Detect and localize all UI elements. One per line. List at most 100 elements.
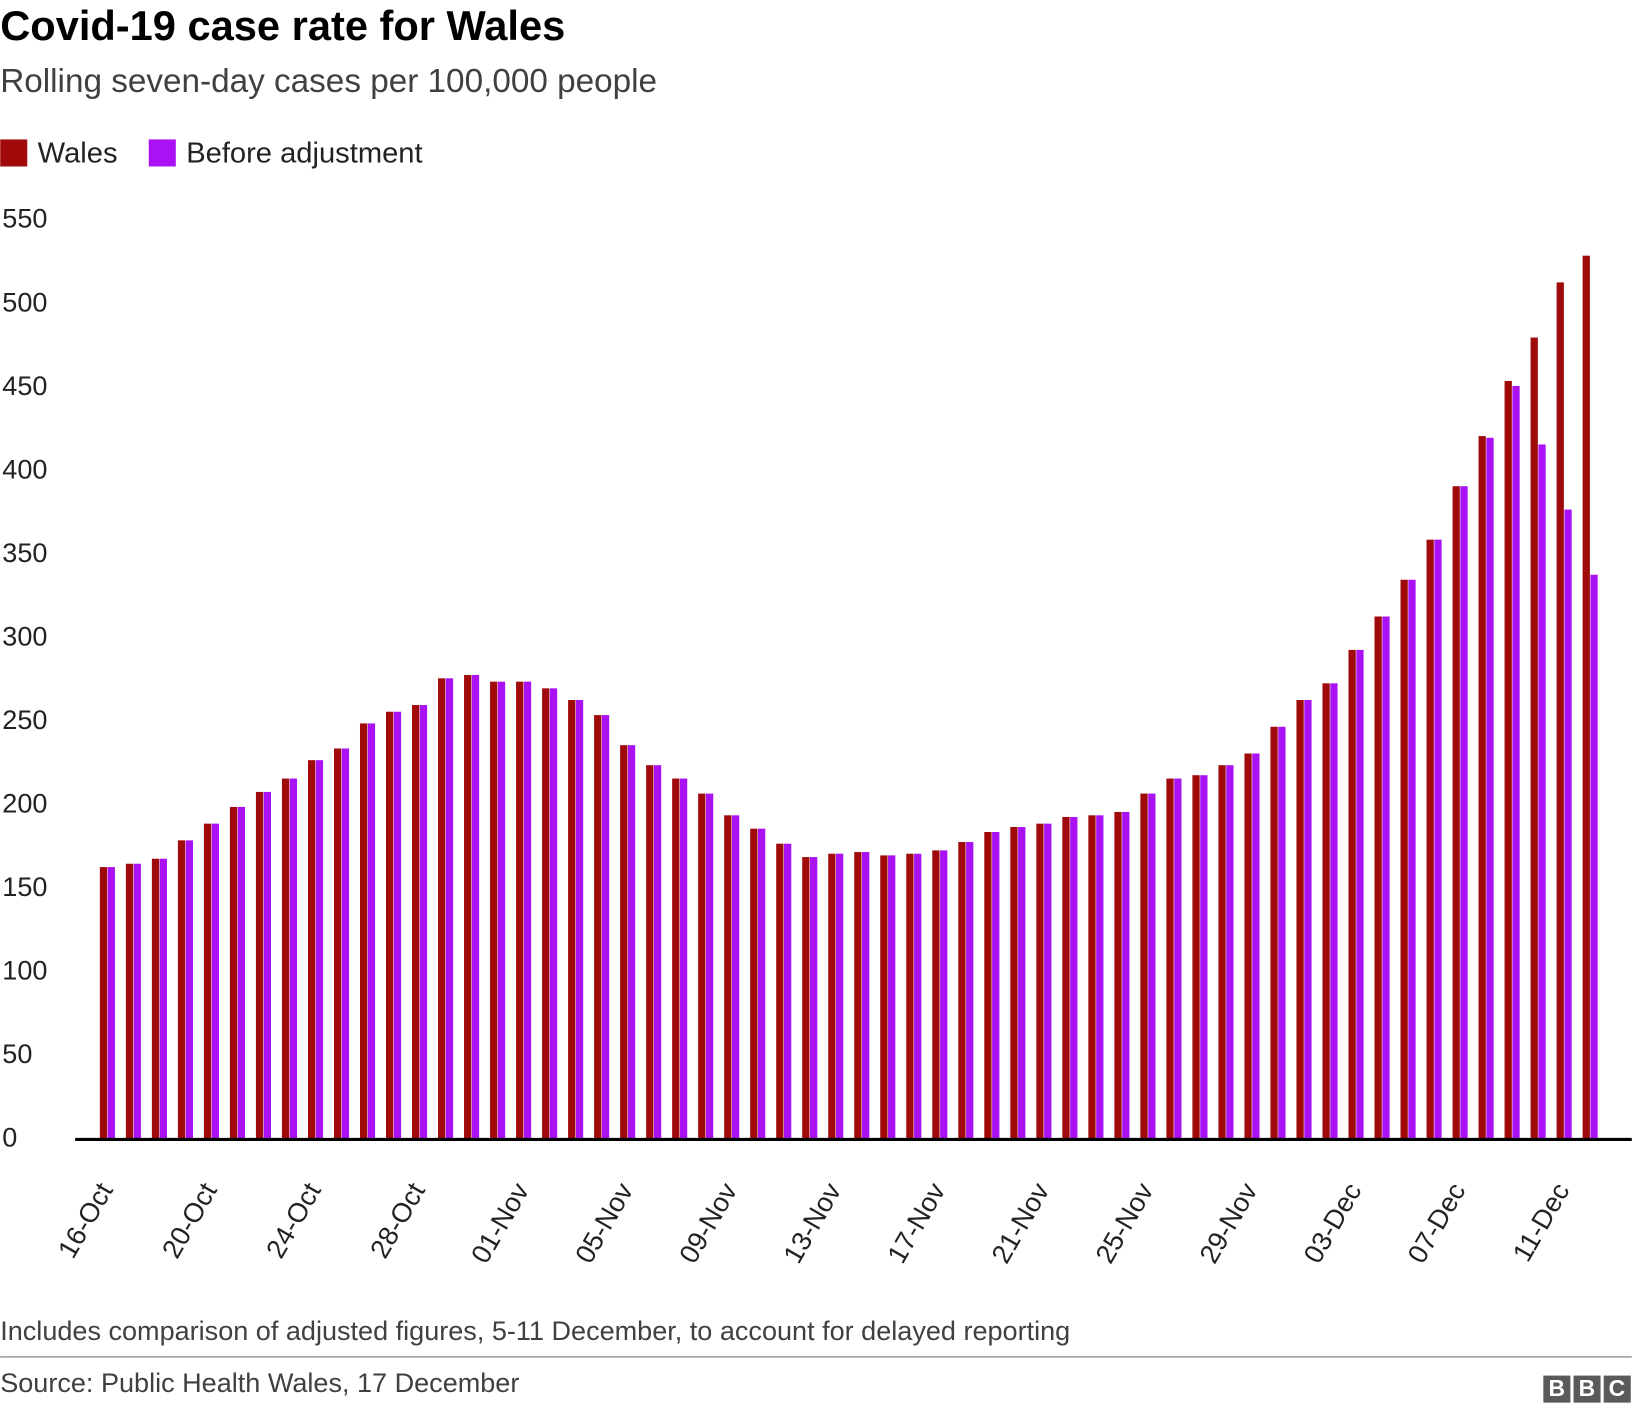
bar (1564, 509, 1572, 1140)
bar (1010, 826, 1018, 1140)
x-tick-label: 28-Oct (364, 1177, 431, 1263)
bar (672, 778, 680, 1140)
bar (828, 853, 836, 1140)
bar (255, 791, 264, 1140)
logo-block (1543, 1375, 1571, 1403)
x-tick-label: 07-Dec (1402, 1178, 1472, 1269)
x-tick-label: 17-Nov (882, 1177, 952, 1268)
bar (810, 857, 818, 1140)
y-tick-label: 250 (2, 705, 47, 735)
bar (958, 842, 966, 1140)
bar (445, 678, 454, 1140)
bar (750, 828, 758, 1140)
x-tick-label: 01-Nov (465, 1177, 535, 1268)
bar (1382, 616, 1390, 1140)
bar (1504, 380, 1512, 1140)
bar (1400, 579, 1408, 1140)
bar (1374, 616, 1382, 1140)
bar (1330, 683, 1338, 1140)
bar (185, 840, 193, 1140)
bar (471, 674, 480, 1140)
bar (464, 674, 472, 1140)
bar (1270, 726, 1278, 1140)
source: Source: Public Health Wales, 17 December (0, 1368, 519, 1398)
bar (1512, 385, 1520, 1140)
bar (151, 858, 160, 1140)
bar (516, 681, 524, 1140)
bar (1122, 811, 1130, 1140)
y-tick-label: 0 (2, 1123, 17, 1153)
bar (601, 715, 610, 1140)
legend-label: Before adjustment (186, 138, 422, 170)
bar (1148, 793, 1156, 1140)
bar (1460, 486, 1468, 1140)
bar (627, 745, 636, 1140)
bar (1018, 826, 1026, 1140)
y-tick-label: 400 (2, 454, 47, 484)
y-tick-label: 50 (2, 1039, 32, 1069)
x-tick-label: 20-Oct (156, 1177, 223, 1263)
bar (125, 863, 134, 1140)
bar (1036, 823, 1044, 1140)
y-tick-label: 350 (2, 538, 47, 568)
x-tick-label: 05-Nov (569, 1177, 639, 1268)
bar (906, 853, 914, 1140)
bar (880, 855, 888, 1140)
bar (836, 853, 844, 1140)
y-tick-label: 550 (2, 204, 47, 234)
bar (1348, 649, 1356, 1140)
bar (757, 828, 766, 1140)
bar (1486, 437, 1494, 1140)
x-tick-label: 09-Nov (674, 1177, 744, 1268)
bar (776, 843, 784, 1140)
bar (1192, 775, 1200, 1140)
x-tick-label: 11-Dec (1507, 1178, 1576, 1267)
y-tick-label: 100 (2, 955, 47, 985)
bar (966, 842, 974, 1140)
bar (568, 700, 576, 1140)
bar (497, 681, 506, 1140)
bar (679, 778, 688, 1140)
bar (1096, 815, 1104, 1140)
bar (646, 765, 654, 1140)
bar (1226, 765, 1234, 1140)
bar (1070, 816, 1078, 1140)
legend-swatch (0, 139, 28, 167)
bar (1200, 775, 1208, 1140)
legend-swatch (148, 139, 176, 167)
bar (731, 815, 740, 1140)
bar (1434, 539, 1442, 1140)
x-tick-label: 25-Nov (1090, 1177, 1160, 1268)
y-tick-label: 200 (2, 788, 47, 818)
bar (237, 806, 246, 1140)
bar (1062, 816, 1070, 1140)
bar (177, 840, 186, 1140)
bar (932, 850, 940, 1140)
bar (523, 681, 532, 1140)
bar (107, 867, 115, 1140)
bar (888, 855, 896, 1140)
logo-text: BBC (1549, 1375, 1632, 1401)
bar (992, 832, 1000, 1140)
x-tick-label: 24-Oct (260, 1177, 327, 1263)
bar (386, 711, 394, 1140)
bar (802, 857, 810, 1140)
bar (393, 711, 402, 1140)
bar (359, 723, 368, 1140)
y-tick-label: 300 (2, 621, 47, 651)
bar (1530, 337, 1538, 1140)
bar (854, 852, 862, 1140)
bar (1174, 778, 1182, 1140)
bar (438, 678, 446, 1140)
logo-block (1573, 1375, 1601, 1403)
bar (698, 793, 706, 1140)
bar (1538, 444, 1546, 1140)
bar (1590, 574, 1598, 1140)
bar (1218, 765, 1226, 1140)
bar (1426, 539, 1434, 1140)
bar (1356, 649, 1364, 1140)
x-tick-label: 16-Oct (52, 1177, 119, 1263)
x-tick-label: 03-Dec (1298, 1178, 1368, 1269)
logo: BBC (1543, 1375, 1632, 1403)
